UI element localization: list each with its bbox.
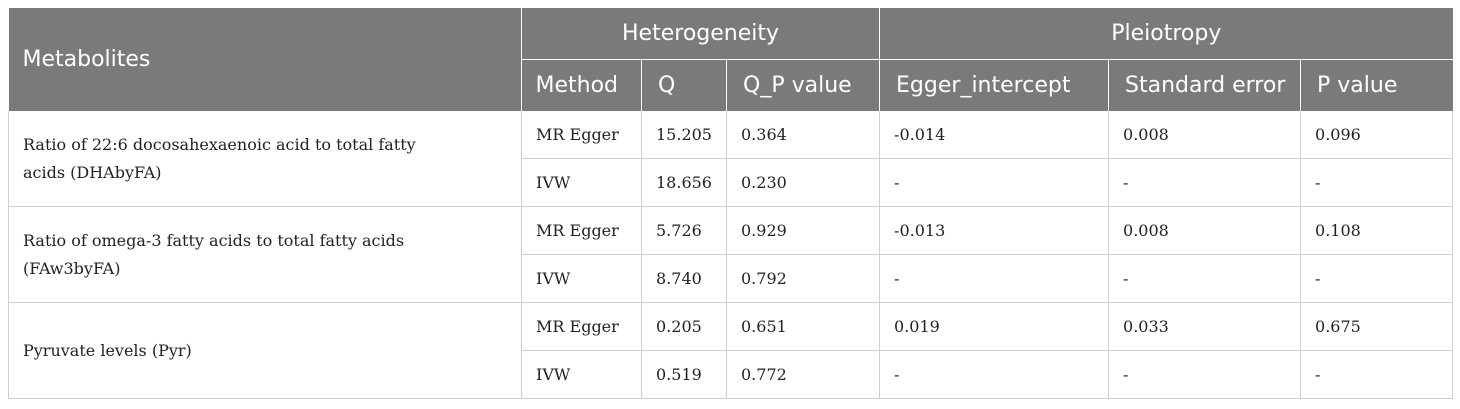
p-value-cell: 0.096	[1300, 111, 1454, 159]
metabolite-cell: Pyruvate levels (Pyr)	[8, 302, 522, 399]
egger-intercept-cell: 0.019	[879, 302, 1109, 351]
metabolite-cell: Ratio of 22:6 docosahexaenoic acid to to…	[8, 111, 522, 207]
standard-error-cell: 0.008	[1108, 206, 1301, 255]
egger-intercept-cell: -	[879, 254, 1109, 303]
q-cell: 0.519	[641, 350, 727, 399]
standard-error-cell: -	[1108, 254, 1301, 303]
egger-intercept-cell: -0.013	[879, 206, 1109, 255]
header-egger-intercept: Egger_intercept	[879, 59, 1109, 111]
q-cell: 18.656	[641, 158, 727, 207]
standard-error-cell: -	[1108, 350, 1301, 399]
q-cell: 8.740	[641, 254, 727, 303]
table-row: IVW 8.740 0.792 - - -	[9, 254, 1454, 303]
standard-error-cell: 0.008	[1108, 111, 1301, 159]
header-row-groups: Metabolites Heterogeneity Pleiotropy	[8, 8, 1453, 111]
method-cell: MR Egger	[521, 302, 642, 351]
standard-error-cell: -	[1108, 158, 1301, 207]
egger-intercept-cell: -0.014	[879, 111, 1109, 159]
method-cell: MR Egger	[521, 206, 642, 255]
q-cell: 15.205	[641, 111, 727, 159]
q-p-value-cell: 0.230	[725, 158, 880, 207]
method-cell: IVW	[521, 350, 642, 399]
table-header: Metabolites Heterogeneity Pleiotropy Met…	[8, 8, 1453, 111]
table-row: Ratio of omega-3 fatty acids to total fa…	[8, 206, 1454, 303]
method-cell: IVW	[521, 158, 642, 207]
q-cell: 0.205	[641, 302, 727, 351]
header-method: Method	[521, 59, 642, 111]
metabolite-cell: Ratio of omega-3 fatty acids to total fa…	[8, 206, 522, 303]
q-p-value-cell: 0.772	[725, 350, 880, 399]
standard-error-cell: 0.033	[1108, 302, 1301, 351]
p-value-cell: -	[1300, 158, 1454, 207]
p-value-cell: -	[1300, 350, 1454, 399]
header-metabolites: Metabolites	[8, 8, 522, 111]
q-p-value-cell: 0.364	[725, 111, 880, 159]
header-row-columns: Method Q Q_P value Egger_intercept Stand…	[9, 59, 1453, 111]
q-p-value-cell: 0.651	[725, 302, 880, 351]
header-pleiotropy: Pleiotropy	[879, 8, 1453, 60]
table-row: Pyruvate levels (Pyr) MR Egger 0.205 0.6…	[8, 302, 1454, 399]
header-q-p-value: Q_P value	[725, 59, 880, 111]
table-row: IVW 18.656 0.230 - - -	[9, 158, 1454, 207]
header-q: Q	[641, 59, 727, 111]
q-p-value-cell: 0.929	[725, 206, 880, 255]
results-table: Metabolites Heterogeneity Pleiotropy Met…	[8, 8, 1454, 399]
header-heterogeneity: Heterogeneity	[520, 8, 880, 60]
method-cell: IVW	[521, 254, 642, 303]
header-standard-error: Standard error	[1108, 59, 1301, 111]
egger-intercept-cell: -	[879, 158, 1109, 207]
p-value-cell: 0.675	[1300, 302, 1454, 351]
table-body: Ratio of 22:6 docosahexaenoic acid to to…	[8, 111, 1454, 399]
header-p-value: P value	[1300, 59, 1453, 111]
method-cell: MR Egger	[521, 111, 642, 159]
p-value-cell: 0.108	[1300, 206, 1454, 255]
q-p-value-cell: 0.792	[725, 254, 880, 303]
table-row: IVW 0.519 0.772 - - -	[9, 350, 1454, 399]
q-cell: 5.726	[641, 206, 727, 255]
p-value-cell: -	[1300, 254, 1454, 303]
egger-intercept-cell: -	[879, 350, 1109, 399]
table-row: Ratio of 22:6 docosahexaenoic acid to to…	[8, 111, 1454, 207]
